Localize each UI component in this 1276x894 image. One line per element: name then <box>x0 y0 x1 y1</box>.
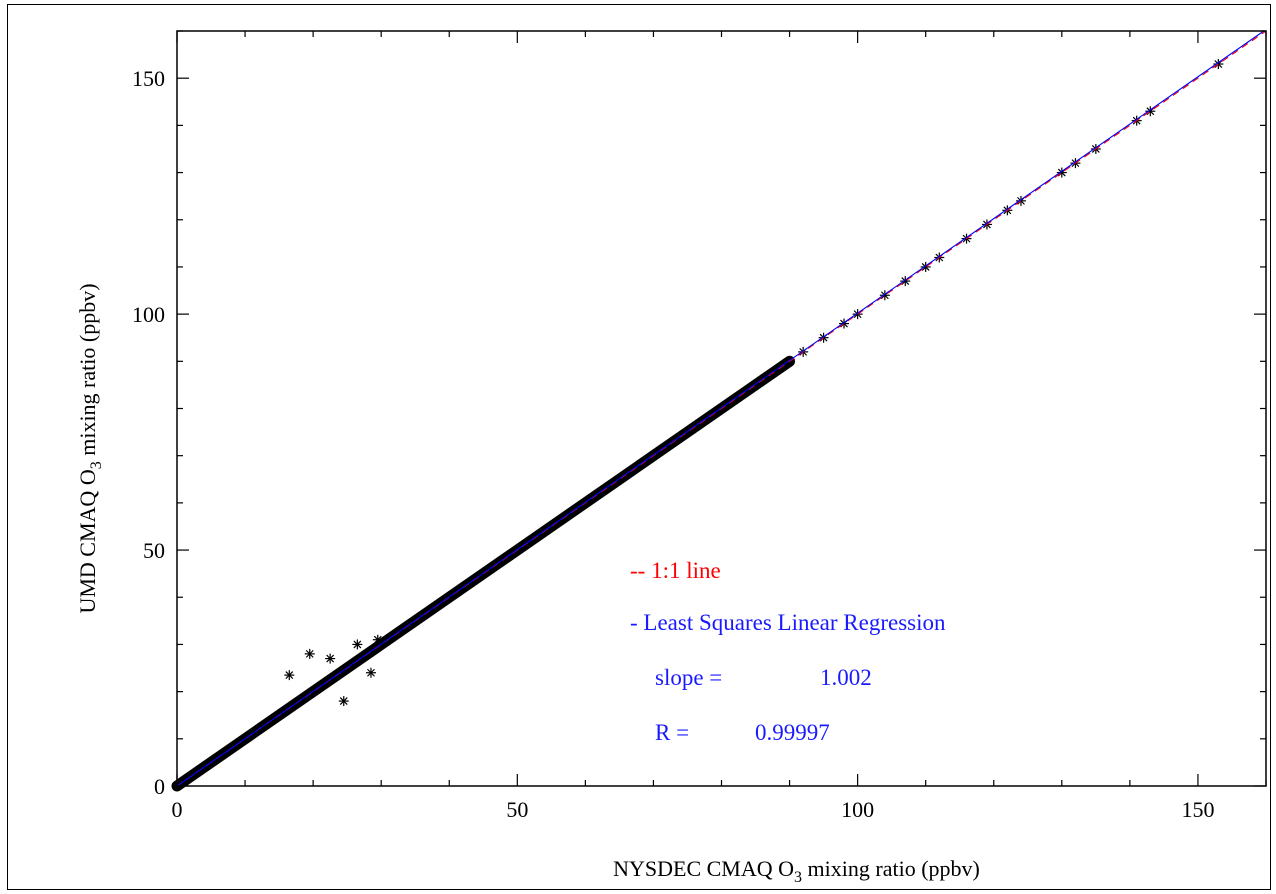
x-axis-title-subscript: 3 <box>794 869 802 886</box>
data-point <box>338 696 349 707</box>
data-point <box>365 667 376 678</box>
data-point <box>770 365 781 376</box>
regression-line <box>176 30 1265 787</box>
data-point <box>325 653 336 664</box>
data-point <box>284 670 295 681</box>
axis-ticks: 0 50 100 150 0 50 100 150 <box>132 30 1267 822</box>
x-tick-label: 150 <box>1181 797 1214 822</box>
legend-one-to-one: -- 1:1 line <box>630 558 721 583</box>
data-point <box>372 634 383 645</box>
slope-label: slope = <box>655 665 722 690</box>
reference-lines <box>176 30 1267 787</box>
legend-regression: - Least Squares Linear Regression <box>630 610 946 635</box>
data-point <box>743 384 754 395</box>
figure-frame <box>7 4 1271 890</box>
y-axis-title-subscript: 3 <box>88 461 105 469</box>
x-tick-label: 100 <box>841 797 874 822</box>
data-point <box>304 648 315 659</box>
r-label: R = <box>655 720 689 745</box>
r-value: 0.99997 <box>755 720 830 745</box>
y-tick-label: 100 <box>132 302 165 327</box>
data-point <box>1213 59 1224 70</box>
data-point <box>352 639 363 650</box>
y-tick-label: 0 <box>154 774 165 799</box>
y-tick-label: 150 <box>132 66 165 91</box>
slope-value: 1.002 <box>820 665 872 690</box>
y-tick-label: 50 <box>143 538 165 563</box>
y-axis-title: UMD CMAQ O3 mixing ratio (ppbv) <box>75 283 105 613</box>
x-axis-title: NYSDEC CMAQ O3 mixing ratio (ppbv) <box>613 856 980 886</box>
x-tick-label: 0 <box>172 797 183 822</box>
x-tick-label: 50 <box>506 797 528 822</box>
legend-annotations: -- 1:1 line - Least Squares Linear Regre… <box>630 558 946 745</box>
